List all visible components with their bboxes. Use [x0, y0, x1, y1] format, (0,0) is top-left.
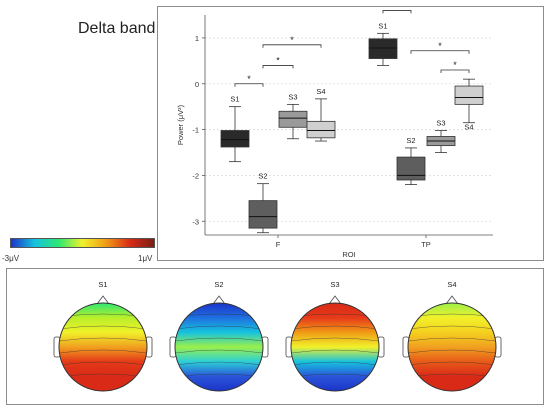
topomap-S4	[402, 295, 502, 392]
y-tick-label: 1	[195, 34, 199, 43]
colorbar-max-label: 1μV	[138, 254, 153, 263]
series-label: S2	[406, 136, 415, 145]
box-plot-panel: -3 -2 -1 0 1 Power (μV²) F TP ROI S1 S1 S2 S2 S3 S3 S4 S…	[157, 0, 544, 261]
y-tick-label: -1	[192, 126, 199, 135]
head-map	[291, 303, 379, 391]
head-map	[175, 303, 263, 391]
box-body	[454, 85, 484, 105]
head-outline	[174, 302, 264, 392]
x-axis-label: ROI	[342, 250, 355, 259]
topomap-label: S2	[214, 280, 223, 289]
contour-line	[59, 325, 147, 330]
box-S2-TP	[396, 147, 426, 185]
topomap-S1	[53, 295, 153, 392]
significance-bracket: *	[234, 74, 264, 87]
contour-line	[59, 361, 147, 366]
box-S3-TP	[426, 130, 456, 153]
head-outline	[407, 302, 497, 392]
box-S1-F	[220, 106, 250, 163]
colorbar	[10, 238, 155, 248]
series-label: S1	[230, 95, 239, 104]
contour-line	[59, 337, 147, 342]
significance-star: *	[395, 7, 399, 10]
series-label: S3	[436, 119, 445, 128]
significance-bracket: *	[440, 60, 470, 73]
head-outline	[58, 302, 148, 392]
topomap-panel: S1 S2 S3 S4	[6, 268, 544, 405]
bracket-line	[234, 83, 264, 87]
box-S3-F	[278, 103, 308, 140]
box-body	[306, 120, 336, 139]
series-label: S1	[378, 21, 387, 30]
box-body	[248, 200, 278, 229]
significance-star: *	[276, 55, 280, 65]
bracket-line	[410, 50, 470, 54]
box-plot: -3 -2 -1 0 1 Power (μV²) F TP ROI S1 S1 S2 S2 S3 S3 S4 S…	[176, 0, 493, 259]
contour-line	[175, 325, 263, 330]
box-S1-TP	[368, 32, 398, 66]
box-S4-TP	[454, 78, 484, 124]
bracket-line	[262, 65, 294, 69]
topomap-S3	[285, 295, 385, 392]
head-outline	[290, 302, 380, 392]
significance-star: *	[247, 74, 251, 84]
series-label: S2	[258, 172, 267, 181]
box-body	[396, 156, 426, 181]
significance-bracket: *	[262, 35, 322, 48]
significance-star: *	[438, 41, 442, 51]
contour-line	[291, 349, 379, 354]
box-S2-F	[248, 183, 278, 234]
box-body	[220, 130, 250, 148]
contour-line	[408, 325, 496, 330]
contour-line	[291, 325, 379, 330]
contour-line	[291, 361, 379, 366]
box-S4-F	[306, 98, 336, 142]
contour-line	[59, 349, 147, 354]
nose	[96, 295, 110, 305]
box-body	[278, 110, 308, 128]
nose	[445, 295, 459, 305]
x-tick-label: TP	[421, 240, 431, 249]
y-tick-label: -2	[192, 171, 199, 180]
head-map	[408, 303, 496, 391]
series-label: S4	[464, 122, 473, 131]
topomap-label: S3	[330, 280, 339, 289]
x-tick-label: F	[276, 240, 281, 249]
topomap-label: S1	[98, 280, 107, 289]
topomaps: S1 S2 S3 S4	[53, 280, 502, 392]
contour-line	[408, 337, 496, 342]
significance-star: *	[290, 35, 294, 45]
significance-star: *	[453, 60, 457, 70]
topomap-S2	[169, 295, 269, 392]
significance-bracket: *	[262, 55, 294, 69]
nose	[328, 295, 342, 305]
y-tick-label: -3	[192, 217, 199, 226]
contour-line	[175, 349, 263, 354]
significance-bracket: *	[382, 0, 412, 14]
bracket-line	[382, 10, 412, 14]
nose	[212, 295, 226, 305]
y-axis-label: Power (μV²)	[176, 104, 185, 145]
significance-bracket: *	[410, 41, 470, 54]
box-body	[368, 38, 398, 59]
figure-title: Delta band	[78, 20, 156, 37]
y-tick-label: 0	[195, 80, 199, 89]
colorbar-min-label: -3μV	[2, 254, 20, 263]
series-label: S4	[316, 87, 325, 96]
contour-line	[408, 349, 496, 354]
bracket-line	[262, 44, 322, 48]
contour-line	[291, 337, 379, 342]
topomap-label: S4	[447, 280, 456, 289]
contour-line	[408, 361, 496, 366]
bracket-line	[440, 69, 470, 73]
contour-line	[175, 337, 263, 342]
series-label: S3	[288, 92, 297, 101]
head-map	[59, 303, 147, 391]
contour-line	[175, 361, 263, 366]
